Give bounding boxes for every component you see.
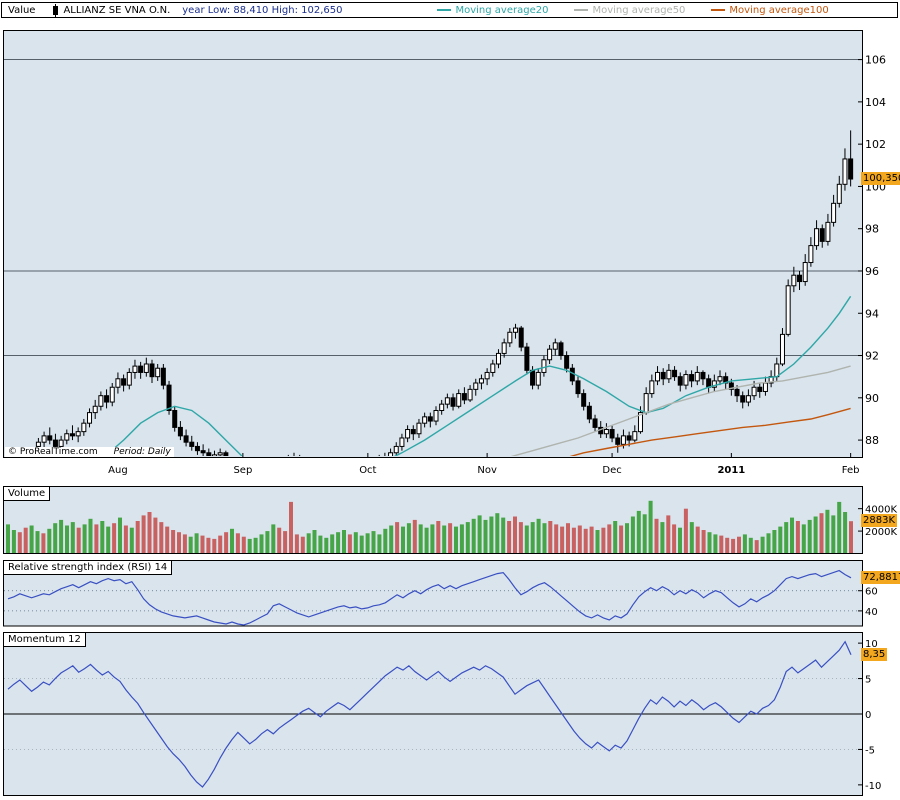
svg-text:0: 0 (865, 710, 871, 721)
momentum-current-badge: 8,35 (861, 647, 888, 661)
copyright-label: © ProRealTime.com (8, 447, 98, 457)
svg-text:98: 98 (865, 223, 879, 236)
momentum-chart-canvas[interactable]: 10 5 0 -5 -10 (0, 632, 900, 798)
ma100-legend[interactable]: Moving average100 (711, 4, 829, 16)
svg-text:96: 96 (865, 265, 879, 278)
value-axis-label: Value (8, 4, 36, 16)
rsi-panel-title[interactable]: Relative strength index (RSI) 14 (3, 560, 173, 575)
svg-text:Feb: Feb (842, 465, 860, 476)
svg-text:90: 90 (865, 392, 879, 405)
svg-text:Dec: Dec (602, 465, 621, 476)
ma50-legend[interactable]: Moving average50 (574, 5, 685, 16)
svg-text:94: 94 (865, 307, 879, 320)
svg-text:Aug: Aug (108, 465, 128, 476)
candlestick-icon (53, 3, 59, 17)
svg-text:10: 10 (865, 639, 878, 650)
ma20-legend[interactable]: Moving average20 (437, 5, 548, 16)
svg-text:5: 5 (865, 675, 871, 686)
period-label: Period: Daily (113, 447, 171, 457)
svg-text:102: 102 (865, 138, 886, 151)
price-series-legend[interactable]: ALLIANZ SE VNA O.N. (53, 3, 171, 17)
svg-text:88: 88 (865, 434, 879, 447)
svg-text:92: 92 (865, 350, 879, 363)
ma50-label: Moving average50 (592, 4, 686, 16)
ma100-label: Moving average100 (729, 4, 829, 16)
svg-text:Oct: Oct (359, 465, 376, 476)
year-range-label: year Low: 88,410 High: 102,650 (182, 4, 343, 16)
momentum-panel-title[interactable]: Momentum 12 (3, 632, 86, 647)
legend-bar: Value ALLIANZ SE VNA O.N. year Low: 88,4… (1, 2, 898, 18)
svg-text:2011: 2011 (717, 465, 745, 476)
volume-chart-canvas[interactable]: 4000K 2000K (0, 486, 900, 556)
svg-text:104: 104 (865, 96, 886, 109)
volume-panel-title[interactable]: Volume (3, 486, 51, 501)
rsi-current-badge: 72,8817 (861, 570, 900, 584)
volume-current-badge: 2883K (861, 514, 898, 528)
symbol-name: ALLIANZ SE VNA O.N. (63, 4, 171, 16)
svg-text:Nov: Nov (477, 465, 497, 476)
ma20-label: Moving average20 (455, 4, 549, 16)
svg-text:Sep: Sep (233, 465, 252, 476)
svg-text:4000K: 4000K (865, 505, 897, 516)
last-price-badge: 100,350 (861, 172, 900, 186)
svg-text:-10: -10 (865, 781, 881, 792)
svg-text:60: 60 (865, 587, 878, 598)
svg-text:106: 106 (865, 54, 886, 67)
ma50-line-icon (574, 9, 589, 11)
svg-text:2000K: 2000K (865, 527, 897, 538)
chart-footer: © ProRealTime.com Period: Daily (5, 447, 174, 457)
svg-text:-5: -5 (865, 745, 875, 756)
svg-text:40: 40 (865, 607, 878, 618)
ma100-line-icon (711, 9, 726, 11)
ma20-line-icon (437, 9, 452, 11)
